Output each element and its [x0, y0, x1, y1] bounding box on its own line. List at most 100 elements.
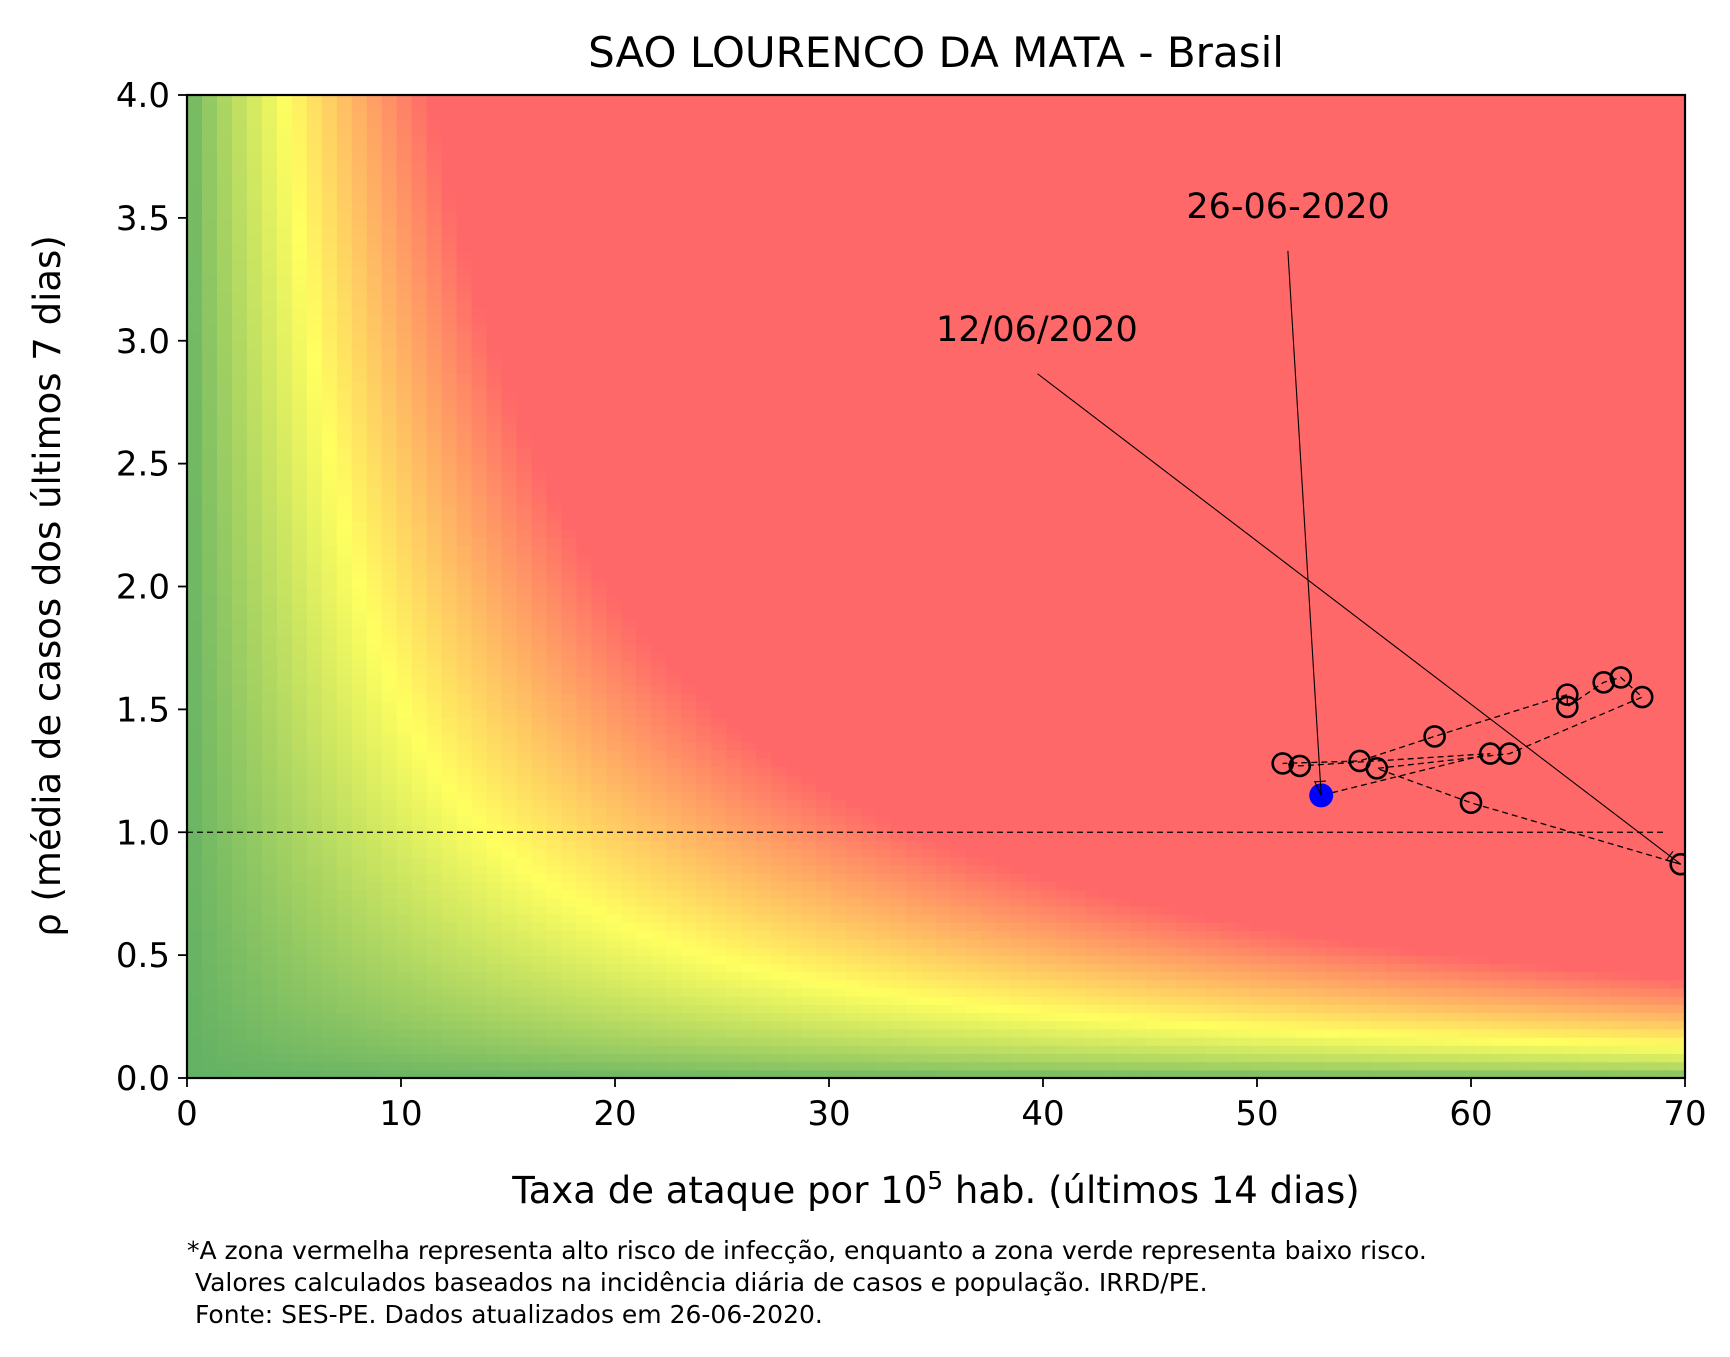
heatmap-cell	[666, 103, 682, 112]
heatmap-cell	[636, 946, 652, 956]
heatmap-cell	[366, 111, 383, 121]
heatmap-cell	[441, 914, 458, 923]
heatmap-cell	[591, 135, 608, 145]
heatmap-cell	[756, 668, 772, 678]
heatmap-cell	[636, 480, 652, 489]
heatmap-cell	[621, 848, 637, 858]
heatmap-cell	[456, 119, 473, 129]
heatmap-cell	[711, 357, 727, 366]
heatmap-cell	[771, 824, 787, 833]
heatmap-cell	[591, 275, 608, 285]
heatmap-cell	[246, 332, 263, 342]
heatmap-cell	[561, 95, 578, 104]
heatmap-cell	[636, 529, 652, 538]
heatmap-cell	[216, 537, 233, 547]
heatmap-cell	[651, 135, 667, 145]
heatmap-cell	[576, 561, 593, 571]
heatmap-cell	[666, 283, 682, 293]
heatmap-cell	[187, 824, 203, 833]
heatmap-cell	[711, 652, 727, 661]
heatmap-cell	[546, 725, 563, 735]
heatmap-cell	[666, 234, 682, 244]
heatmap-cell	[306, 668, 323, 678]
heatmap-cell	[231, 193, 248, 203]
heatmap-cell	[741, 176, 757, 186]
heatmap-cell	[801, 905, 817, 915]
heatmap-cell	[606, 733, 623, 743]
heatmap-cell	[741, 660, 757, 670]
heatmap-cell	[276, 439, 293, 448]
heatmap-cell	[801, 889, 817, 899]
heatmap-cell	[336, 1045, 353, 1055]
heatmap-cell	[636, 283, 652, 293]
heatmap-cell	[711, 807, 727, 817]
heatmap-cell	[531, 578, 548, 588]
heatmap-cell	[411, 1012, 428, 1022]
heatmap-cell	[651, 127, 667, 137]
heatmap-cell	[321, 365, 338, 375]
heatmap-cell	[306, 430, 323, 440]
heatmap-cell	[681, 348, 697, 358]
heatmap-cell	[396, 373, 413, 383]
heatmap-cell	[201, 480, 218, 489]
heatmap-cell	[711, 889, 727, 899]
heatmap-cell	[681, 602, 697, 612]
heatmap-cell	[261, 611, 278, 620]
heatmap-cell	[396, 275, 413, 285]
heatmap-cell	[486, 95, 503, 104]
heatmap-cell	[441, 578, 458, 588]
heatmap-cell	[276, 1069, 293, 1078]
heatmap-cell	[516, 381, 533, 391]
heatmap-cell	[681, 209, 697, 219]
heatmap-cell	[441, 840, 458, 850]
heatmap-cell	[246, 488, 263, 497]
heatmap-cell	[606, 422, 623, 432]
heatmap-cell	[261, 840, 278, 850]
heatmap-cell	[336, 1012, 353, 1022]
heatmap-cell	[786, 1020, 802, 1030]
heatmap-cell	[666, 258, 682, 268]
heatmap-cell	[771, 512, 787, 522]
heatmap-cell	[246, 414, 263, 424]
heatmap-cell	[321, 692, 338, 702]
heatmap-cell	[501, 824, 518, 833]
heatmap-cell	[756, 463, 772, 473]
heatmap-cell	[187, 996, 203, 1005]
heatmap-cell	[216, 209, 233, 219]
heatmap-cell	[396, 758, 413, 768]
heatmap-cell	[231, 389, 248, 399]
heatmap-cell	[666, 160, 682, 170]
heatmap-cell	[381, 398, 398, 407]
heatmap-cell	[636, 520, 652, 530]
heatmap-cell	[606, 996, 623, 1005]
heatmap-cell	[561, 742, 578, 751]
heatmap-cell	[681, 1020, 697, 1030]
heatmap-cell	[711, 848, 727, 858]
heatmap-cell	[666, 463, 682, 473]
heatmap-cell	[771, 307, 787, 317]
heatmap-cell	[426, 103, 443, 112]
heatmap-cell	[741, 783, 757, 792]
heatmap-cell	[396, 365, 413, 375]
heatmap-cell	[336, 398, 353, 407]
heatmap-cell	[531, 365, 548, 375]
heatmap-cell	[336, 774, 353, 784]
heatmap-cell	[291, 856, 308, 866]
heatmap-cell	[651, 439, 667, 448]
heatmap-cell	[336, 201, 353, 211]
heatmap-cell	[501, 316, 518, 325]
heatmap-cell	[531, 1061, 548, 1071]
heatmap-cell	[471, 742, 488, 751]
heatmap-cell	[636, 561, 652, 571]
heatmap-cell	[276, 873, 293, 882]
heatmap-cell	[366, 160, 383, 170]
heatmap-cell	[231, 111, 248, 121]
heatmap-cell	[756, 570, 772, 579]
heatmap-cell	[426, 963, 443, 973]
heatmap-cell	[756, 1061, 772, 1071]
heatmap-cell	[231, 299, 248, 309]
heatmap-cell	[426, 398, 443, 407]
heatmap-cell	[366, 152, 383, 162]
heatmap-cell	[741, 185, 757, 194]
heatmap-cell	[456, 553, 473, 563]
